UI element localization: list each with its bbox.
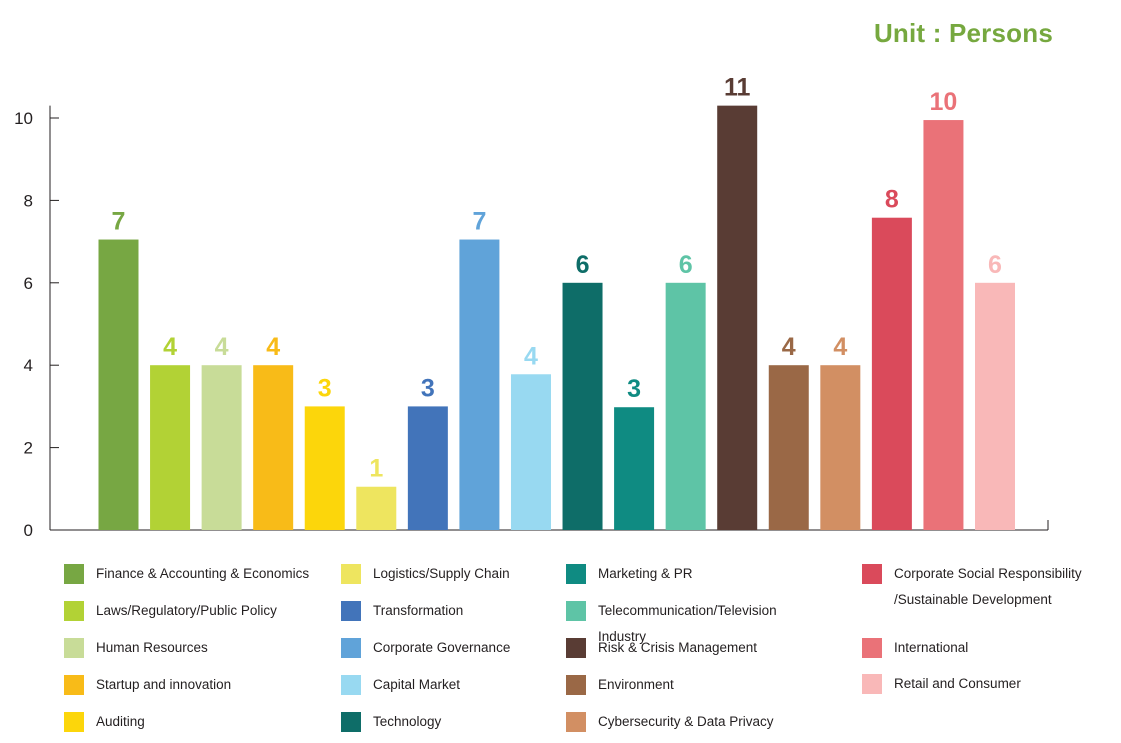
- bar-value-label: 8: [885, 186, 899, 214]
- legend-item: Human Resources: [64, 638, 326, 661]
- legend-item: Laws/Regulatory/Public Policy: [64, 601, 326, 624]
- legend-swatch: [341, 601, 361, 621]
- legend-swatch: [64, 564, 84, 584]
- legend-label: Technology: [373, 714, 442, 729]
- legend-label: Transformation: [373, 603, 464, 618]
- y-tick-label: 2: [24, 439, 33, 458]
- bar: [407, 406, 448, 530]
- legend-swatch: [64, 601, 84, 621]
- legend-item: Marketing & PR: [566, 564, 828, 587]
- legend-label: Telecommunication/Television Industry: [598, 603, 777, 644]
- bar-value-label: 6: [679, 251, 693, 279]
- legend-label: International: [894, 640, 969, 655]
- legend-swatch: [566, 601, 586, 621]
- bar: [150, 365, 191, 530]
- bar: [717, 105, 758, 530]
- bar-value-label: 7: [112, 208, 126, 236]
- y-tick-label: 0: [24, 521, 33, 540]
- legend-label: Cybersecurity & Data Privacy: [598, 714, 774, 729]
- bar: [253, 365, 294, 530]
- bar: [665, 282, 706, 530]
- legend-swatch: [862, 674, 882, 694]
- bar-value-label: 10: [930, 88, 958, 116]
- y-tick-label: 8: [24, 191, 33, 210]
- bar: [510, 374, 551, 530]
- legend-label: Logistics/Supply Chain: [373, 566, 510, 581]
- legend-label: Finance & Accounting & Economics: [96, 566, 310, 581]
- y-tick-label: 4: [24, 356, 33, 375]
- y-tick-label: 10: [14, 109, 33, 128]
- bar-value-label: 11: [724, 74, 751, 102]
- legend-swatch: [64, 675, 84, 695]
- bar-value-label: 3: [627, 375, 641, 403]
- bar-value-label: 4: [215, 333, 229, 361]
- bar: [871, 217, 912, 531]
- legend-item: Risk & Crisis Management: [566, 638, 828, 661]
- legend-item: Environment: [566, 675, 828, 698]
- legend-label: Marketing & PR: [598, 566, 693, 581]
- bar: [562, 282, 603, 530]
- legend-item: International: [862, 638, 1121, 661]
- legend-item: Technology: [341, 712, 603, 735]
- legend-swatch: [566, 712, 586, 732]
- legend-label: Startup and innovation: [96, 677, 232, 692]
- bar: [356, 486, 397, 530]
- y-tick-label: 6: [24, 274, 33, 293]
- legend-label: Corporate Social Responsibility /Sustain…: [894, 566, 1082, 607]
- bar: [820, 365, 861, 530]
- bar-value-label: 4: [266, 333, 280, 361]
- legend-swatch: [341, 638, 361, 658]
- bar-value-label: 4: [782, 333, 796, 361]
- bar-value-label: 6: [576, 251, 590, 279]
- legend-item: Finance & Accounting & Economics: [64, 564, 326, 587]
- unit-label: Unit : Persons: [873, 18, 1053, 48]
- bar: [975, 282, 1015, 530]
- legend-label: Laws/Regulatory/Public Policy: [96, 603, 277, 618]
- legend-item: Auditing: [64, 712, 326, 735]
- legend-item: Logistics/Supply Chain: [341, 564, 603, 587]
- legend-swatch: [64, 638, 84, 658]
- legend-item: Capital Market: [341, 675, 603, 698]
- legend-swatch: [862, 564, 882, 584]
- legend-item: Corporate Governance: [341, 638, 603, 661]
- bar: [768, 365, 809, 530]
- bar-value-label: 6: [988, 251, 1002, 279]
- legend-item: Telecommunication/Television Industry: [566, 601, 828, 650]
- bar: [614, 407, 655, 530]
- bar-value-label: 3: [318, 374, 332, 402]
- legend-item: Cybersecurity & Data Privacy: [566, 712, 828, 735]
- legend-label: Corporate Governance: [373, 640, 511, 655]
- legend-item: Transformation: [341, 601, 603, 624]
- legend-label: Human Resources: [96, 640, 208, 655]
- bar: [459, 239, 500, 531]
- bar-value-label: 1: [369, 455, 383, 483]
- bar-value-label: 4: [524, 342, 538, 370]
- bar: [201, 365, 242, 530]
- legend-swatch: [64, 712, 84, 732]
- bar: [304, 406, 345, 530]
- legend-label: Capital Market: [373, 677, 461, 692]
- legend-label: Risk & Crisis Management: [598, 640, 758, 655]
- bar-value-label: 4: [163, 333, 177, 361]
- bar: [923, 120, 964, 530]
- legend-label: Environment: [598, 677, 674, 692]
- bar-value-label: 4: [833, 333, 847, 361]
- bar-value-label: 7: [472, 208, 486, 236]
- legend-swatch: [341, 712, 361, 732]
- legend-swatch: [566, 564, 586, 584]
- legend-swatch: [341, 564, 361, 584]
- legend-label: Auditing: [96, 714, 145, 729]
- legend-swatch: [566, 638, 586, 658]
- legend-item: Retail and Consumer: [862, 674, 1121, 697]
- legend-label: Retail and Consumer: [894, 676, 1021, 691]
- legend-swatch: [566, 675, 586, 695]
- legend-swatch: [341, 675, 361, 695]
- legend-item: Startup and innovation: [64, 675, 326, 698]
- legend-swatch: [862, 638, 882, 658]
- bar: [98, 239, 139, 531]
- legend-item: Corporate Social Responsibility /Sustain…: [862, 564, 1121, 613]
- bar-value-label: 3: [421, 374, 435, 402]
